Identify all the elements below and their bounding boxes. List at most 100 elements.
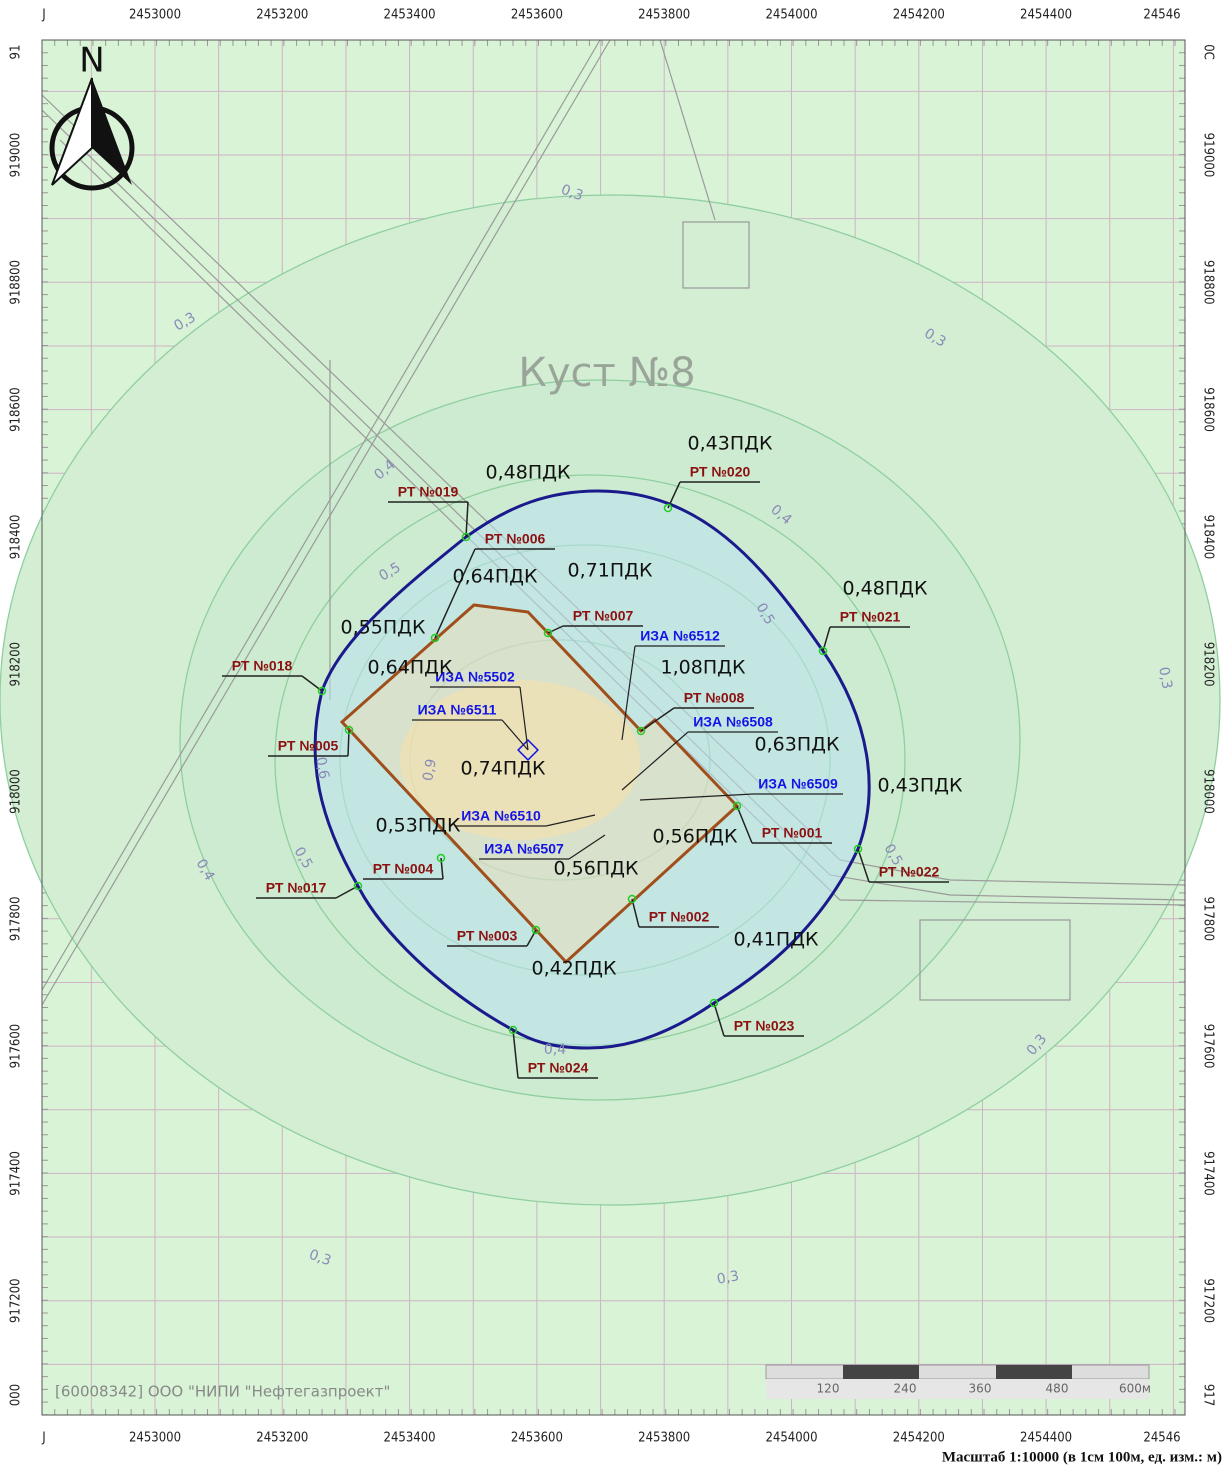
control-point	[430, 633, 440, 643]
control-point-label: РТ №008	[684, 690, 745, 706]
credit: [60008342] ООО "НИПИ "Нефтегазпроект"	[55, 1383, 390, 1401]
concentration-label: 0,41ПДК	[734, 929, 819, 951]
contour-label: 0,3	[559, 182, 585, 205]
contour-label: 0,3	[307, 1247, 333, 1270]
leader-line	[519, 686, 529, 751]
y-coord-label: 918400	[1201, 515, 1216, 560]
concentration-label: 0,43ПДК	[688, 433, 773, 455]
y-coord-label: 917400	[9, 1151, 24, 1196]
x-coord-label: 2453400	[384, 1431, 436, 1446]
x-coord-label: 2453200	[256, 1431, 308, 1446]
control-point	[853, 844, 863, 854]
control-point-label: РТ №022	[879, 864, 940, 880]
site	[682, 221, 750, 289]
control-point	[543, 628, 553, 638]
y-coord-label: 918800	[1201, 260, 1216, 305]
y-coord-label: 918000	[9, 769, 24, 814]
y-coord-label: 918200	[1201, 642, 1216, 687]
north-label: N	[79, 41, 104, 81]
source-label: ИЗА №6507	[484, 841, 564, 857]
contour-label: 0,9	[420, 758, 440, 783]
concentration-label: 0,64ПДК	[453, 566, 538, 588]
road	[659, 39, 716, 221]
leader-line	[621, 645, 636, 741]
control-point-label: РТ №020	[690, 464, 751, 480]
control-point	[663, 503, 673, 513]
y-coord-label: 918000	[1201, 769, 1216, 814]
x-coord-label: 2453200	[256, 8, 308, 23]
control-point	[436, 853, 446, 863]
y-coord-label: 919000	[9, 133, 24, 178]
scale-label: 360	[969, 1382, 992, 1396]
source-label: ИЗА №6508	[693, 714, 773, 730]
y-coord-label: 917200	[9, 1278, 24, 1323]
leader-line	[713, 1002, 725, 1037]
concentration-label: 0,63ПДК	[755, 734, 840, 756]
concentration-label: 0,43ПДК	[878, 775, 963, 797]
source-label: ИЗА №5502	[435, 669, 515, 685]
x-coord-label: 2454400	[1020, 1431, 1072, 1446]
control-point-label: РТ №001	[762, 825, 823, 841]
y-coord-label: 917400	[1201, 1151, 1216, 1196]
scale-note: Масштаб 1:10000 (в 1см 100м, ед. изм.: м…	[942, 1449, 1222, 1465]
x-coord-label: 2453000	[129, 8, 181, 23]
leader-line	[640, 707, 675, 732]
leader-line	[347, 729, 350, 757]
road	[41, 94, 1186, 886]
y-coord-label: 918600	[1201, 387, 1216, 432]
y-coord-label: 917600	[9, 1024, 24, 1069]
leader-line	[639, 793, 754, 801]
x-coord-label: 24546	[1143, 8, 1180, 23]
control-point-label: РТ №017	[266, 880, 327, 896]
leader-line	[631, 898, 640, 928]
concentration-label: 0,56ПДК	[554, 858, 639, 880]
control-point-label: РТ №003	[457, 928, 518, 944]
concentration-label: 1,08ПДК	[661, 657, 746, 679]
x-coord-label: 2453600	[511, 1431, 563, 1446]
concentration-label: 0,48ПДК	[843, 578, 928, 600]
leader-line	[621, 731, 689, 791]
leader-line	[465, 501, 469, 538]
leader-line	[545, 814, 596, 827]
y-coord-label: 919000	[1201, 133, 1216, 178]
road	[41, 39, 611, 1006]
x-coord-label: 2453400	[384, 8, 436, 23]
scale-label: 480	[1046, 1382, 1069, 1396]
y-coord-label: 917200	[1201, 1278, 1216, 1323]
scale-bar	[765, 1364, 1150, 1399]
north-arrow: N	[49, 41, 135, 191]
control-point	[709, 998, 719, 1008]
source-label: ИЗА №6512	[640, 628, 720, 644]
x-coord-label: 2454400	[1020, 8, 1072, 23]
x-coord-label: 2454000	[765, 8, 817, 23]
x-coord-label: 2453600	[511, 8, 563, 23]
x-coord-label: 2454000	[765, 1431, 817, 1446]
x-coord-label: 2454200	[893, 8, 945, 23]
control-point	[627, 894, 637, 904]
scale-label: 240	[894, 1382, 917, 1396]
road	[59, 139, 1186, 906]
concentration-label: 0,56ПДК	[653, 826, 738, 848]
leader-line	[434, 548, 476, 639]
roads	[41, 39, 1186, 1006]
control-point	[732, 801, 742, 811]
control-point	[353, 881, 363, 891]
control-point	[531, 925, 541, 935]
x-coord-label: 2453800	[638, 8, 690, 23]
y-coord-label: 917600	[1201, 1024, 1216, 1069]
y-coord-label: 000	[9, 1384, 24, 1406]
control-point-label: РТ №007	[573, 608, 634, 624]
control-point	[636, 726, 646, 736]
map-frame	[41, 39, 1186, 1416]
x-coord-label: 24546	[1143, 1431, 1180, 1446]
contour-label: 0,3	[1155, 666, 1175, 691]
leader-line	[547, 625, 564, 634]
control-point-label: РТ №021	[840, 609, 901, 625]
source-label: ИЗА №6511	[418, 702, 497, 718]
x-coord-label: J	[41, 8, 45, 23]
road	[41, 109, 1186, 901]
leader-line	[667, 481, 681, 509]
y-coord-label: 91	[9, 45, 24, 60]
control-point	[344, 725, 354, 735]
